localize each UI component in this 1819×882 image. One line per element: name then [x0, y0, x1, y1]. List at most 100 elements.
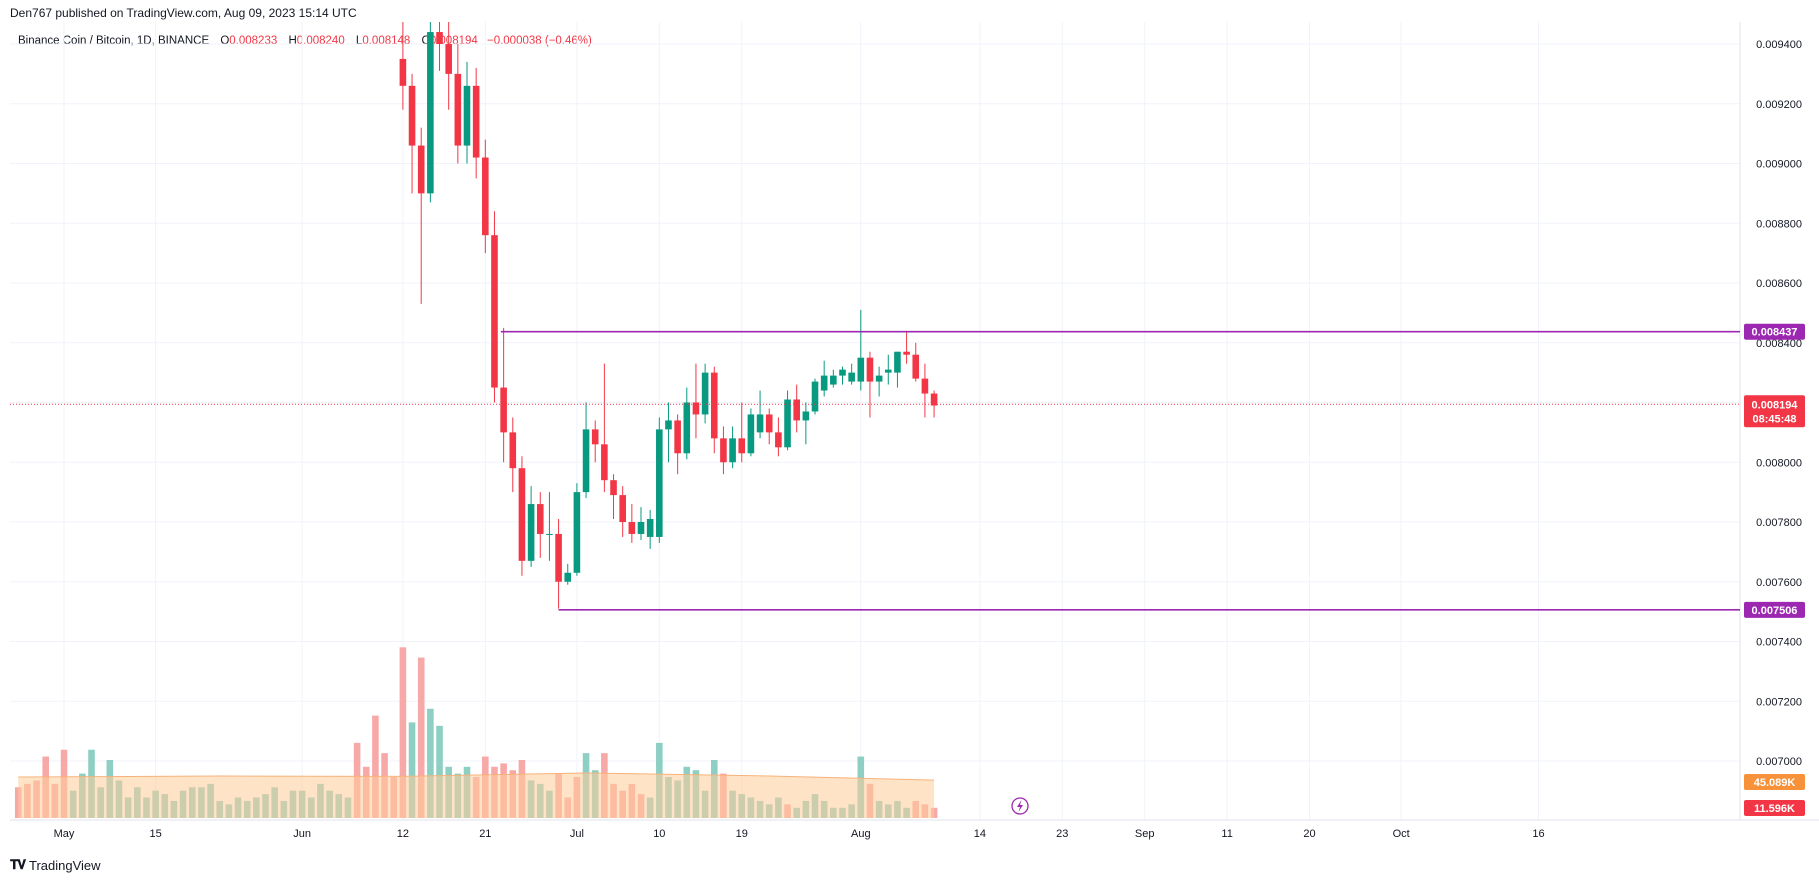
- price-tick-label: 0.007800: [1756, 517, 1802, 529]
- time-tick-label: 16: [1532, 828, 1544, 840]
- candle-body: [591, 429, 599, 445]
- time-tick-label: May: [54, 828, 75, 840]
- volume-badge-bg: [1744, 800, 1805, 816]
- candle-body: [692, 402, 700, 415]
- candle-body: [765, 414, 773, 433]
- time-tick-label: Jun: [293, 828, 311, 840]
- price-tick-label: 0.008600: [1756, 278, 1802, 290]
- volume-badge-text: 11.596K: [1754, 803, 1795, 815]
- candle-body: [683, 402, 691, 454]
- candle-body: [646, 519, 654, 537]
- time-tick-label: 23: [1056, 828, 1068, 840]
- volume-bar: [427, 708, 434, 818]
- candle-body: [509, 432, 517, 469]
- candle-body: [866, 357, 874, 382]
- candle-body: [546, 533, 553, 535]
- brand-text: TradingView: [29, 857, 101, 873]
- candle-body: [894, 351, 901, 373]
- time-tick-label: 15: [149, 828, 161, 840]
- volume-ma-badge-bg: [1744, 774, 1805, 790]
- candle-body: [518, 468, 526, 561]
- time-tick-label: 20: [1303, 828, 1315, 840]
- time-tick-label: 14: [974, 828, 986, 840]
- candle-body: [564, 572, 572, 582]
- time-tick-label: Sep: [1135, 828, 1155, 840]
- time-tick-label: 21: [479, 828, 491, 840]
- candle-body: [436, 32, 443, 44]
- time-tick-label: Oct: [1393, 828, 1410, 840]
- candle-body: [820, 375, 828, 391]
- time-tick-label: 19: [736, 828, 748, 840]
- candle-body: [445, 44, 452, 74]
- tradingview-logo-icon: 𝐓𝐕: [10, 857, 26, 872]
- price-tick-label: 0.009200: [1756, 99, 1802, 111]
- price-badge-bg: [1744, 395, 1805, 428]
- lightning-icon-bolt: [1017, 800, 1023, 812]
- candle-body: [601, 444, 608, 481]
- volume-bar: [417, 657, 425, 818]
- candle-body: [830, 375, 837, 385]
- close-label: C: [421, 35, 430, 47]
- volume-ma-area: [18, 772, 935, 818]
- time-axis: May 15 Jun 12 21 Jul 10 19 Aug 14 23 Sep 11 20 Oct 16: [54, 828, 1545, 840]
- publisher-caption: Den767 published on TradingView.com, Aug…: [10, 6, 357, 20]
- candle-body: [665, 420, 672, 430]
- price-tick-label: 0.008800: [1756, 218, 1802, 230]
- tradingview-brand[interactable]: 𝐓𝐕 TradingView: [10, 857, 101, 873]
- candle-body: [417, 145, 425, 194]
- candle-body: [839, 369, 846, 376]
- volume-bar: [436, 725, 443, 818]
- candle-body: [720, 438, 727, 463]
- resistance-level-badge: 0.008437: [1744, 323, 1805, 340]
- candle-body: [555, 533, 562, 582]
- volume-bar: [408, 722, 416, 818]
- candle-body: [674, 420, 681, 454]
- candle-body: [656, 429, 663, 537]
- level-badge-bg: [1744, 323, 1805, 340]
- candle-body: [756, 414, 764, 433]
- candle-body: [793, 399, 800, 421]
- candle-body: [454, 73, 462, 146]
- candle-body: [500, 387, 507, 433]
- volume-bar: [399, 647, 407, 818]
- candle-body: [775, 432, 782, 448]
- candle-body: [930, 393, 938, 406]
- candle-body: [628, 522, 636, 534]
- lightning-icon[interactable]: [1011, 797, 1029, 815]
- price-axis: 0.009400 0.009200 0.009000 0.008800 0.008600…: [1756, 39, 1802, 768]
- price-tick-label: 0.007400: [1756, 637, 1802, 649]
- candle-body: [573, 492, 581, 573]
- candle-body: [857, 357, 865, 382]
- price-tick-label: 0.007000: [1756, 756, 1802, 768]
- candle-body: [875, 375, 883, 382]
- candle-body: [848, 372, 855, 382]
- current-price-badge: 0.008194 08:45:48: [1744, 395, 1805, 428]
- candle-body: [619, 495, 626, 522]
- candle-body: [912, 354, 920, 379]
- candle-body: [610, 480, 617, 496]
- volume-ma-badge: 45.089K: [1744, 774, 1805, 790]
- time-tick-label: 10: [653, 828, 665, 840]
- low-label: L: [355, 35, 363, 47]
- candle-body: [427, 32, 434, 194]
- candle-body: [784, 399, 791, 448]
- time-tick-label: 12: [397, 828, 409, 840]
- level-badge-bg: [1744, 601, 1805, 618]
- support-level-badge: 0.007506: [1744, 601, 1805, 618]
- volume-badge: 11.596K: [1744, 800, 1805, 816]
- time-tick-label: Aug: [851, 828, 871, 840]
- price-badge-value: 0.008194: [1752, 399, 1799, 411]
- candle-body: [710, 372, 718, 439]
- open-label: O: [220, 35, 230, 47]
- candle-body: [536, 504, 544, 534]
- level-badge-text: 0.008437: [1752, 327, 1798, 339]
- price-tick-label: 0.008000: [1756, 457, 1802, 469]
- price-badge-countdown: 08:45:48: [1752, 413, 1796, 425]
- candle-body: [527, 504, 535, 561]
- candle-body: [463, 85, 471, 146]
- candle-body: [399, 58, 407, 86]
- price-tick-label: 0.009400: [1756, 39, 1802, 51]
- plot-area: [14, 22, 938, 818]
- candle-body: [811, 381, 819, 412]
